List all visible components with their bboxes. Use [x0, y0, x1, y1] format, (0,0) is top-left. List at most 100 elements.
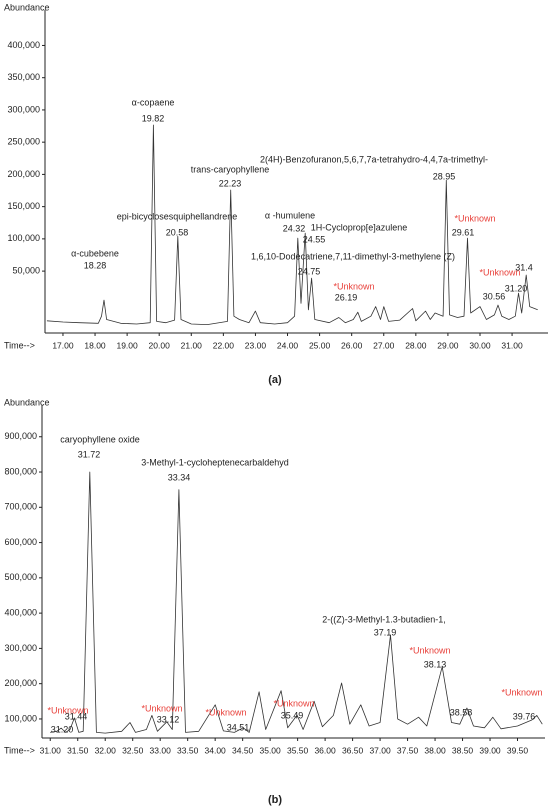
y-axis-title: Abundance: [4, 2, 50, 12]
peak-retention-label: 26.19: [335, 292, 358, 302]
x-tick-label: 32.00: [95, 745, 117, 755]
x-tick-label: 36.50: [342, 745, 364, 755]
x-tick-label: 39.50: [507, 745, 529, 755]
peak-compound-label: α-copaene: [132, 97, 175, 107]
x-axis-title: Time-->: [4, 745, 35, 755]
peak-compound-label: *Unknown: [205, 707, 246, 717]
y-tick-label: 250,000: [7, 137, 40, 147]
peak-retention-label: 31.20: [51, 724, 74, 734]
peak-retention-label: 18.28: [84, 260, 107, 270]
x-tick-label: 18.00: [84, 340, 106, 350]
y-tick-label: 800,000: [4, 466, 37, 476]
peak-retention-label: 37.19: [374, 627, 397, 637]
x-tick-label: 27.00: [373, 340, 395, 350]
peak-compound-label: *Unknown: [47, 705, 88, 715]
x-tick-label: 28.00: [405, 340, 427, 350]
x-tick-label: 39.00: [479, 745, 501, 755]
y-tick-label: 100,000: [4, 713, 37, 723]
x-tick-label: 33.00: [150, 745, 172, 755]
y-tick-label: 400,000: [4, 608, 37, 618]
x-tick-label: 32.50: [122, 745, 144, 755]
peak-compound-label: 2-((Z)-3-Methyl-1.3-butadien-1,: [322, 614, 446, 624]
y-tick-label: 200,000: [4, 678, 37, 688]
peak-retention-label: 22.23: [219, 178, 242, 188]
peak-compound-label: trans-caryophyllene: [191, 164, 270, 174]
peak-retention-label: 33.34: [168, 472, 191, 482]
peak-retention-label: 29.61: [452, 227, 475, 237]
x-tick-label: 17.00: [52, 340, 74, 350]
peak-retention-label: 38.58: [450, 707, 473, 717]
y-tick-label: 100,000: [7, 233, 40, 243]
peak-compound-label: *Unknown: [333, 281, 374, 291]
y-tick-label: 200,000: [7, 169, 40, 179]
y-tick-label: 300,000: [4, 643, 37, 653]
peak-compound-label: epi-bicyclosesquiphellandrene: [117, 211, 238, 221]
peak-compound-label: *Unknown: [409, 645, 450, 655]
x-axis-title: Time-->: [4, 340, 35, 350]
y-tick-label: 500,000: [4, 572, 37, 582]
peak-compound-label: *Unknown: [501, 687, 542, 697]
x-tick-label: 20.00: [149, 340, 171, 350]
x-tick-label: 31.50: [67, 745, 89, 755]
x-tick-label: 34.50: [232, 745, 254, 755]
peak-compound-label: α-cubebene: [71, 248, 119, 258]
x-tick-label: 29.00: [437, 340, 459, 350]
y-tick-label: 350,000: [7, 72, 40, 82]
x-tick-label: 24.00: [277, 340, 299, 350]
x-tick-label: 36.00: [314, 745, 336, 755]
y-tick-label: 50,000: [12, 265, 40, 275]
peak-compound-label: 1,6,10-Dodecatriene,7,11-dimethyl-3-meth…: [251, 251, 455, 261]
x-tick-label: 25.00: [309, 340, 331, 350]
x-tick-label: 30.00: [469, 340, 491, 350]
chromatogram-trace: [46, 124, 538, 325]
peak-retention-label: 30.56: [483, 291, 506, 301]
x-tick-label: 38.00: [424, 745, 446, 755]
x-tick-label: 31.00: [40, 745, 62, 755]
x-tick-label: 23.00: [245, 340, 267, 350]
peak-compound-label: caryophyllene oxide: [60, 434, 140, 444]
peak-compound-label: *Unknown: [479, 267, 520, 277]
peak-retention-label: 31.20: [505, 283, 528, 293]
panel-caption: (b): [268, 794, 282, 806]
peak-retention-label: 24.32: [283, 223, 306, 233]
x-tick-label: 34.00: [205, 745, 227, 755]
peak-compound-label: 1H-Cycloprop[e]azulene: [311, 222, 408, 232]
peak-retention-label: 31.72: [78, 449, 101, 459]
y-tick-label: 400,000: [7, 40, 40, 50]
peak-compound-label: α -humulene: [265, 210, 315, 220]
peak-compound-label: 2(4H)-Benzofuranon,5,6,7,7a-tetrahydro-4…: [260, 154, 488, 164]
peak-retention-label: 31.4: [515, 262, 533, 272]
y-tick-label: 150,000: [7, 201, 40, 211]
y-tick-label: 900,000: [4, 431, 37, 441]
x-tick-label: 37.00: [369, 745, 391, 755]
x-tick-label: 19.00: [116, 340, 138, 350]
panel-caption: (a): [268, 374, 282, 386]
peak-compound-label: *Unknown: [273, 698, 314, 708]
x-tick-label: 35.50: [287, 745, 309, 755]
peak-retention-label: 20.58: [166, 227, 189, 237]
x-tick-label: 22.00: [213, 340, 235, 350]
peak-compound-label: *Unknown: [454, 213, 495, 223]
x-tick-label: 26.00: [341, 340, 363, 350]
peak-retention-label: 31.44: [65, 711, 88, 721]
peak-retention-label: 35.49: [281, 710, 304, 720]
peak-retention-label: 24.75: [298, 266, 321, 276]
x-tick-label: 37.50: [397, 745, 419, 755]
peak-retention-label: 39.76: [513, 711, 536, 721]
y-axis-title: Abundance: [4, 397, 50, 407]
x-tick-label: 35.00: [259, 745, 281, 755]
x-tick-label: 38.50: [452, 745, 474, 755]
peak-retention-label: 19.82: [142, 113, 165, 123]
peak-retention-label: 38.13: [424, 659, 447, 669]
peak-retention-label: 28.95: [433, 171, 456, 181]
x-tick-label: 33.50: [177, 745, 199, 755]
chromatogram-trace: [50, 471, 543, 734]
y-tick-label: 700,000: [4, 502, 37, 512]
y-tick-label: 600,000: [4, 537, 37, 547]
peak-retention-label: 24.55: [303, 234, 326, 244]
peak-compound-label: 3-Methyl-1-cycloheptenecarbaldehyd: [141, 457, 289, 467]
peak-compound-label: *Unknown: [141, 703, 182, 713]
x-tick-label: 31.00: [501, 340, 523, 350]
